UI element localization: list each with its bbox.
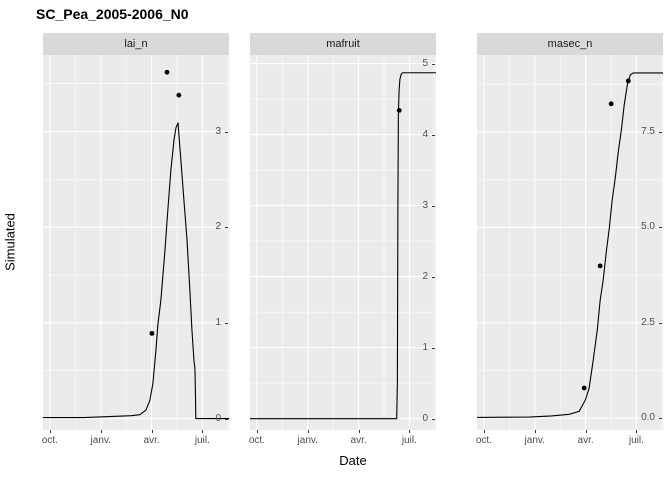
y-tick-label: 4 [422,128,428,140]
x-tick-label: janv. [90,435,111,446]
observed-point [149,330,155,336]
x-tick-mark [409,430,411,433]
x-tick-label: oct. [475,435,492,446]
y-tick-label: 2.5 [641,316,655,328]
facet-strip-label: mafruit [326,38,360,50]
observed-point [396,108,402,113]
observed-point [581,385,587,391]
simulated-line [477,72,663,418]
x-tick-label: avr. [143,435,160,446]
x-tick-mark [202,430,204,433]
panel-background [250,55,436,430]
y-tick-mark [432,276,435,278]
x-tick-label: juil. [194,435,210,446]
y-tick-label: 1 [422,341,428,353]
facet-strip: lai_n [43,33,229,55]
y-tick-label: 5 [422,57,428,69]
facet-group-masec_n: masec_n 0.0 2.5 5.0 7.5 oct. janv. avr. juil. [449,33,663,453]
simulated-line [43,122,229,420]
x-tick-mark [358,430,360,433]
observed-point [625,78,631,84]
y-tick-label: 1 [215,316,221,328]
y-tick-label: 2 [422,270,428,282]
panel-mafruit [250,55,436,430]
y-tick-mark [225,418,228,420]
y-tick-mark [432,347,435,349]
facet-strip-label: lai_n [124,38,148,50]
y-tick-label: 3 [215,125,221,137]
y-tick-mark [659,322,662,324]
y-tick-mark [432,418,435,420]
facet-group-mafruit: mafruit 0 1 2 3 4 5 oct. janv. avr. juil. [222,33,436,453]
x-tick-label: janv. [297,435,318,446]
y-tick-mark [225,131,228,133]
y-tick-label: 5.0 [641,221,655,233]
facet-strip: masec_n [477,33,663,55]
y-tick-label: 3 [422,199,428,211]
facet-strip-label: masec_n [547,38,593,50]
panel-background [43,55,229,430]
y-tick-mark [659,227,662,229]
y-tick-mark [659,418,662,420]
y-tick-label: 0 [215,412,221,424]
y-tick-mark [225,322,228,324]
x-tick-mark [307,430,309,433]
y-tick-mark [432,205,435,207]
panel-masec_n [477,55,663,430]
y-tick-label: 2 [215,221,221,233]
y-tick-mark [432,134,435,136]
y-tick-mark [659,132,662,134]
x-tick-label: juil. [628,435,644,446]
x-tick-mark [483,430,485,433]
x-tick-mark [534,430,536,433]
y-tick-mark [432,63,435,65]
x-tick-label: avr. [350,435,367,446]
x-axis-title: Date [339,453,367,468]
plot-title: SC_Pea_2005-2006_N0 [36,6,189,22]
y-tick-label: 7.5 [641,126,655,138]
x-tick-label: oct. [248,435,265,446]
x-tick-mark [256,430,258,433]
y-tick-label: 0 [422,412,428,424]
observed-point [176,92,182,98]
observed-point [608,101,614,107]
x-tick-label: juil. [401,435,417,446]
facet-group-lai_n: lai_n 0 1 2 3 oct. janv. avr. juil. [15,33,229,453]
x-tick-mark [100,430,102,433]
x-tick-mark [151,430,153,433]
observed-point [597,263,603,269]
observed-point [164,69,170,75]
y-tick-label: 0.0 [641,412,655,424]
panel-lai_n [43,55,229,430]
panel-background [477,55,663,430]
x-tick-mark [49,430,51,433]
y-tick-mark [225,227,228,229]
x-tick-label: avr. [577,435,594,446]
x-tick-mark [636,430,638,433]
x-tick-mark [585,430,587,433]
x-tick-label: oct. [41,435,58,446]
simulated-line [250,72,436,420]
facet-strip: mafruit [250,33,436,55]
x-tick-label: janv. [524,435,545,446]
